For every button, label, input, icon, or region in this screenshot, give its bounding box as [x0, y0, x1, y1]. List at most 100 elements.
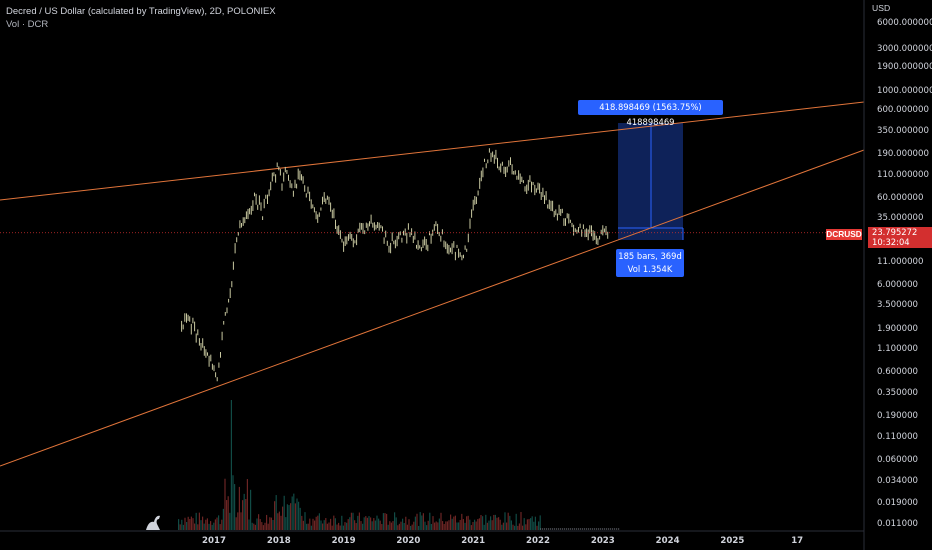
- volume-bar: [186, 522, 188, 530]
- volume-bar: [288, 505, 290, 530]
- volume-bar: [568, 528, 570, 530]
- volume-bar: [456, 522, 458, 530]
- price-tick: 35.000000: [877, 213, 924, 224]
- volume-bar: [528, 519, 530, 530]
- volume-bar: [483, 524, 485, 530]
- volume-bar: [472, 522, 474, 530]
- volume-bar: [277, 513, 279, 530]
- volume-bar: [291, 496, 293, 530]
- volume-bar: [250, 489, 252, 530]
- volume-bar: [548, 528, 550, 530]
- volume-bar: [491, 520, 493, 530]
- volume-bar: [600, 528, 602, 530]
- volume-bar: [290, 503, 292, 530]
- volume-bar: [494, 514, 496, 530]
- volume-bar: [234, 484, 236, 530]
- volume-bar: [411, 524, 413, 530]
- tradingview-logo-icon[interactable]: [143, 511, 165, 533]
- volume-bar: [467, 515, 469, 530]
- volume-bar: [515, 513, 517, 530]
- volume-bar: [540, 528, 542, 530]
- volume-bar: [462, 519, 464, 530]
- volume-bar: [586, 528, 588, 530]
- time-tick: 2025: [720, 536, 745, 546]
- volume-bar: [366, 517, 368, 530]
- volume-bar: [294, 503, 296, 530]
- volume-bar: [395, 517, 397, 530]
- time-tick: 2019: [331, 536, 356, 546]
- volume-bar: [394, 512, 396, 530]
- price-tick: 1.100000: [877, 344, 919, 355]
- volume-bar: [216, 517, 218, 530]
- volume-bar: [338, 522, 340, 530]
- volume-bar: [261, 522, 263, 530]
- volume-bar: [360, 521, 362, 530]
- volume-bar: [514, 525, 516, 530]
- volume-bar: [346, 522, 348, 530]
- volume-bar: [582, 528, 584, 530]
- volume-bar: [373, 518, 375, 530]
- volume-bar: [398, 523, 400, 530]
- volume-indicator-label[interactable]: Vol · DCR: [6, 19, 49, 30]
- volume-bar: [322, 523, 324, 530]
- trendline[interactable]: [0, 101, 865, 201]
- volume-bar: [450, 514, 452, 530]
- volume-bar: [370, 517, 372, 530]
- volume-bar: [238, 486, 240, 530]
- volume-bar: [283, 495, 285, 530]
- volume-bar: [408, 519, 410, 530]
- volume-bar: [426, 525, 428, 530]
- volume-bar: [542, 528, 544, 530]
- price-series: [181, 148, 609, 382]
- volume-bar: [445, 521, 447, 530]
- volume-bar: [198, 512, 200, 530]
- volume-bar: [437, 522, 439, 530]
- volume-bar: [184, 517, 186, 530]
- price-axis[interactable]: USD 6000.000000 3000.000000 1900.000000 100…: [864, 0, 932, 550]
- volume-bar: [572, 528, 574, 530]
- volume-bar: [214, 519, 216, 530]
- volume-bar: [378, 518, 380, 530]
- volume-bar: [501, 524, 503, 530]
- volume-bar: [282, 506, 284, 530]
- trendline[interactable]: [0, 149, 865, 467]
- volume-bar: [325, 518, 327, 530]
- trendlines[interactable]: [0, 101, 865, 467]
- volume-bar: [574, 528, 576, 530]
- volume-bar: [347, 519, 349, 530]
- volume-bar: [618, 528, 620, 530]
- volume-bar: [182, 524, 184, 530]
- volume-bar: [588, 528, 590, 530]
- volume-bar: [269, 517, 271, 530]
- volume-bar: [190, 516, 192, 530]
- volume-bar: [584, 528, 586, 530]
- volume-bar: [424, 521, 426, 530]
- last-price-value: 23.795272: [872, 227, 918, 237]
- volume-bar: [536, 525, 538, 530]
- measure-box[interactable]: [618, 123, 684, 240]
- volume-bar: [312, 518, 314, 530]
- price-tick: 11.000000: [877, 257, 924, 267]
- price-tick: 190.000000: [877, 148, 929, 159]
- volume-bar: [464, 522, 466, 530]
- volume-bar: [210, 521, 212, 530]
- volume-bar: [320, 520, 322, 530]
- volume-bar: [525, 524, 527, 530]
- volume-bar: [248, 519, 250, 530]
- volume-bar: [205, 519, 207, 530]
- volume-bar: [286, 504, 288, 530]
- volume-bar: [230, 400, 232, 530]
- volume-bar: [488, 520, 490, 530]
- volume-bar: [485, 514, 487, 530]
- volume-bar: [608, 528, 610, 530]
- volume-bar: [358, 512, 360, 530]
- volume-bar: [333, 515, 335, 530]
- price-tick: 0.019000: [877, 498, 919, 509]
- volume-bar: [419, 512, 421, 530]
- volume-bar: [197, 524, 199, 530]
- volume-bar: [506, 522, 508, 530]
- volume-bar: [251, 522, 253, 530]
- symbol-title: Decred / US Dollar (calculated by Tradin…: [6, 6, 276, 17]
- volume-bar: [224, 478, 226, 530]
